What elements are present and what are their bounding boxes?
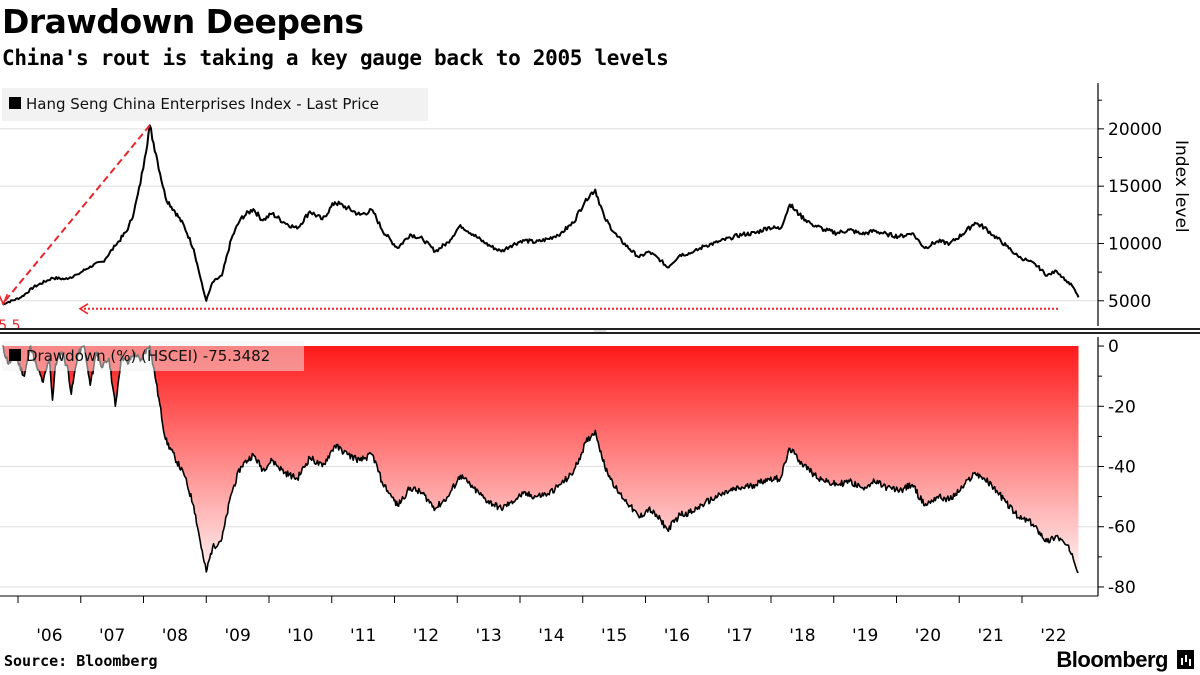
x-tick-label: '07 <box>99 626 125 646</box>
source-note: Source: Bloomberg <box>4 652 158 670</box>
x-tick-label: '11 <box>350 626 376 646</box>
bottom-y-tick-label: 0 <box>1108 337 1119 357</box>
x-tick-label: '12 <box>413 626 439 646</box>
drawdown-arrow <box>1 124 151 305</box>
top-panel-y-axis: 5000 10000 15000 20000 <box>1097 83 1162 326</box>
top-legend-label: Hang Seng China Enterprises Index - Last… <box>26 95 379 113</box>
x-tick-label: '20 <box>915 626 941 646</box>
x-tick-label: '19 <box>852 626 878 646</box>
top-legend: Hang Seng China Enterprises Index - Last… <box>2 88 428 121</box>
x-tick-label: '21 <box>977 626 1003 646</box>
bloomberg-terminal-icon <box>1177 650 1194 669</box>
bottom-legend: Drawdown (%) (HSCEI) -75.3482 <box>2 341 304 371</box>
x-tick-label: '09 <box>224 626 250 646</box>
drawdown-annotations: 243-75.5 <box>0 89 1058 334</box>
bottom-panel-y-axis: 0 -20 -40 -60 -80 <box>1097 337 1136 598</box>
x-tick-label: '15 <box>601 626 627 646</box>
bottom-y-tick-label: -80 <box>1108 578 1136 598</box>
x-tick-label: '22 <box>1040 626 1066 646</box>
drawdown-annotation-label: -75.5 <box>0 318 21 334</box>
x-tick-label: '08 <box>162 626 188 646</box>
top-legend-box <box>2 88 428 121</box>
bottom-legend-label: Drawdown (%) (HSCEI) -75.3482 <box>26 347 270 365</box>
top-y-tick-label: 5000 <box>1108 292 1151 312</box>
top-y-tick-label: 20000 <box>1108 120 1162 140</box>
chart-title: Drawdown Deepens <box>2 2 364 41</box>
top-y-tick-label: 10000 <box>1108 234 1162 254</box>
x-tick-label: '13 <box>475 626 501 646</box>
bottom-legend-box <box>2 341 304 371</box>
x-tick-label: '14 <box>538 626 564 646</box>
drawdown-area <box>2 346 1079 573</box>
bottom-legend-swatch <box>9 349 21 361</box>
x-axis: '06 '07 '08 '09 '10 '11 '12 '13 '14 '15 '16 '17 '18 '… <box>0 595 1098 646</box>
top-panel-gridlines <box>0 128 1098 302</box>
top-y-axis-title: Index level <box>1171 140 1191 233</box>
drawdown-line <box>2 345 1079 574</box>
bottom-y-tick-label: -40 <box>1108 458 1136 478</box>
x-tick-label: '16 <box>664 626 690 646</box>
x-tick-label: '17 <box>726 626 752 646</box>
x-tick-label: '10 <box>287 626 313 646</box>
chart-subtitle: China's rout is taking a key gauge back … <box>2 46 669 70</box>
index-price-line <box>1 124 1080 306</box>
drawdown-arrow-head <box>0 293 9 307</box>
x-tick-label: '06 <box>36 626 62 646</box>
x-tick-label: '18 <box>789 626 815 646</box>
bottom-y-tick-label: -60 <box>1108 518 1136 538</box>
top-legend-swatch <box>9 97 21 109</box>
bloomberg-logo: Bloomberg <box>1056 647 1168 672</box>
bottom-y-tick-label: -20 <box>1108 397 1136 417</box>
reference-level-arrow <box>78 303 89 315</box>
top-y-tick-label: 15000 <box>1108 177 1162 197</box>
